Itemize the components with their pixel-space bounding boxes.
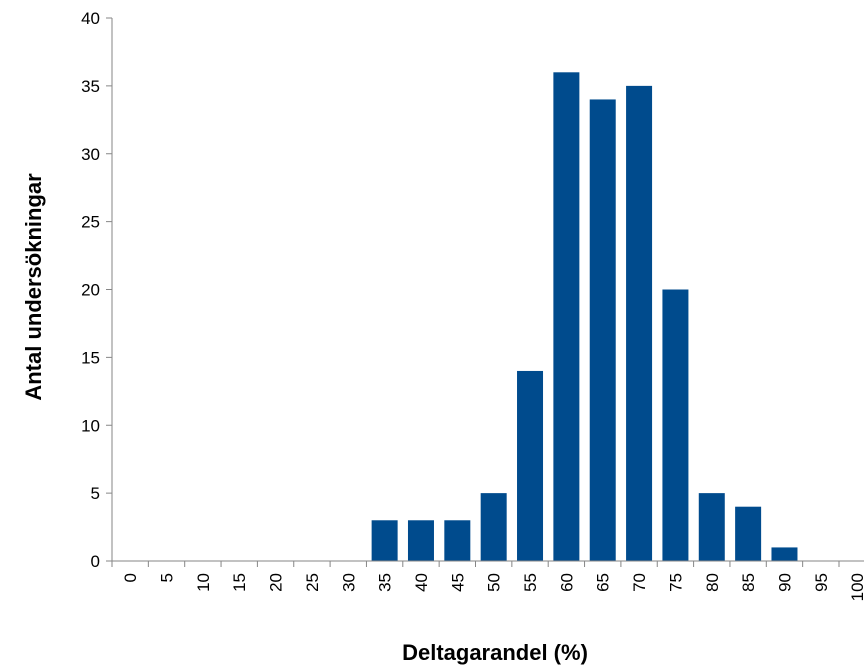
x-tick-label: 70: [630, 573, 649, 592]
x-axis-ticks: 0 5 10 15 20 25 30 35 40 45 50 55 60 65 70 75 80 85 90 95 10…: [111, 561, 864, 601]
bars-group: [371, 72, 798, 562]
y-tick-label: 10: [81, 416, 100, 435]
x-tick-label: 95: [812, 573, 831, 592]
x-axis-title: Deltagarandel (%): [402, 640, 588, 665]
y-tick-label: 20: [81, 281, 100, 300]
bar-80: [698, 493, 725, 561]
x-tick-label: 100: [848, 573, 864, 601]
x-tick-label: 40: [412, 573, 431, 592]
x-tick-label: 55: [521, 573, 540, 592]
bar-85: [735, 506, 762, 561]
x-tick-label: 45: [448, 573, 467, 592]
bar-35: [371, 520, 398, 561]
y-tick-label: 5: [91, 484, 100, 503]
y-tick-label: 30: [81, 145, 100, 164]
bar-50: [480, 493, 507, 561]
y-axis-ticks: 0 5 10 15 20 25 30 35 40: [81, 9, 112, 571]
y-tick-label: 25: [81, 213, 100, 232]
x-tick-label: 0: [121, 573, 140, 582]
bar-65: [589, 99, 616, 561]
bar-70: [626, 85, 653, 561]
bar-75: [662, 289, 689, 561]
y-tick-label: 0: [91, 552, 100, 571]
x-tick-label: 30: [339, 573, 358, 592]
y-tick-label: 40: [81, 9, 100, 28]
x-tick-label: 20: [267, 573, 286, 592]
x-tick-label: 75: [666, 573, 685, 592]
bar-40: [407, 520, 434, 561]
y-tick-label: 15: [81, 348, 100, 367]
x-tick-label: 65: [594, 573, 613, 592]
x-tick-label: 85: [739, 573, 758, 592]
x-tick-label: 5: [158, 573, 177, 582]
y-tick-label: 35: [81, 77, 100, 96]
x-tick-label: 10: [194, 573, 213, 592]
y-axis-title: Antal undersökningar: [21, 173, 46, 401]
x-tick-label: 80: [703, 573, 722, 592]
x-tick-label: 90: [775, 573, 794, 592]
x-tick-label: 15: [230, 573, 249, 592]
x-tick-label: 25: [303, 573, 322, 592]
x-tick-label: 60: [557, 573, 576, 592]
bar-90: [771, 547, 798, 561]
x-tick-label: 35: [376, 573, 395, 592]
bar-55: [517, 370, 544, 561]
x-tick-label: 50: [485, 573, 504, 592]
bar-45: [444, 520, 471, 561]
bar-60: [553, 72, 580, 562]
